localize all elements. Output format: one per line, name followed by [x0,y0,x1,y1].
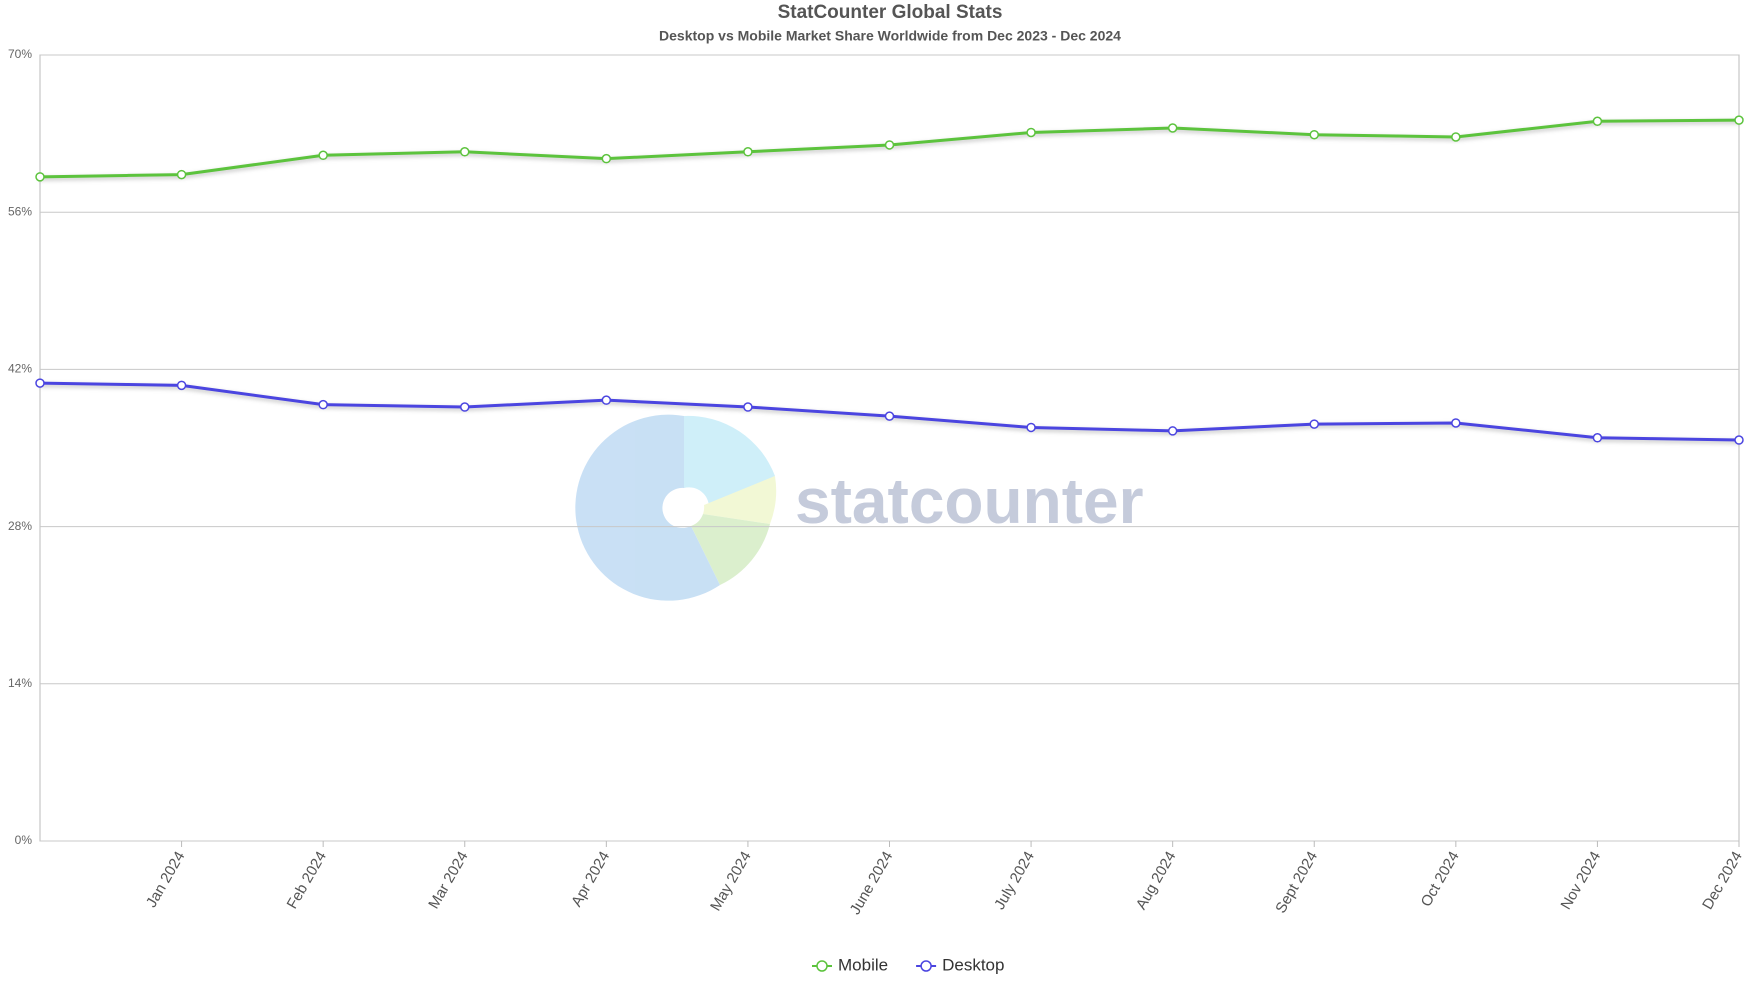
x-tick-label: Jan 2024 [143,848,189,910]
data-point [1309,419,1319,429]
data-point [318,399,328,410]
watermark-logo [575,414,777,601]
data-point [1451,132,1461,142]
legend-label: Desktop [942,955,1004,974]
data-point [460,402,470,412]
x-tick-label: June 2024 [847,848,897,917]
data-point [1026,422,1036,433]
y-tick-label: 14% [8,676,32,690]
data-point [601,153,612,164]
data-point [1734,435,1744,445]
data-point [884,411,895,421]
x-tick-label: Apr 2024 [568,848,613,909]
x-tick-label: Feb 2024 [284,848,330,911]
data-point [1026,127,1036,138]
data-point [35,378,45,388]
data-point [1451,418,1461,428]
data-point [1734,115,1744,125]
data-point [1167,123,1178,133]
y-tick-label: 70% [8,47,32,61]
data-point [601,395,612,405]
plot-border [39,54,1740,842]
legend-label: Mobile [838,955,888,974]
data-point [176,380,187,391]
data-point [1309,129,1319,140]
legend-marker [816,960,828,972]
legend-marker [920,960,932,972]
x-tick-label: May 2024 [707,848,755,914]
data-point [460,147,470,157]
x-tick-label: July 2024 [991,848,1038,912]
data-point [1167,426,1178,436]
data-point [743,402,753,412]
data-point [743,147,753,157]
x-tick-label: Mar 2024 [425,848,471,911]
data-point [1592,116,1603,126]
data-point [35,172,45,182]
x-tick-label: Nov 2024 [1557,848,1604,912]
y-tick-label: 42% [8,362,32,376]
x-tick-label: Aug 2024 [1133,848,1180,912]
data-point [318,150,328,161]
data-point [176,169,187,180]
x-tick-label: Sept 2024 [1272,848,1321,916]
watermark: statcounter [795,465,1144,537]
y-tick-label: 0% [15,833,33,847]
chart-title: StatCounter Global Stats [778,2,1003,23]
y-tick-label: 28% [8,519,32,533]
y-tick-label: 56% [8,204,32,218]
data-point [884,140,895,150]
chart-subtitle: Desktop vs Mobile Market Share Worldwide… [659,28,1121,44]
data-point [1592,433,1603,443]
x-tick-label: Oct 2024 [1418,848,1463,909]
x-tick-label: Dec 2024 [1699,848,1746,912]
